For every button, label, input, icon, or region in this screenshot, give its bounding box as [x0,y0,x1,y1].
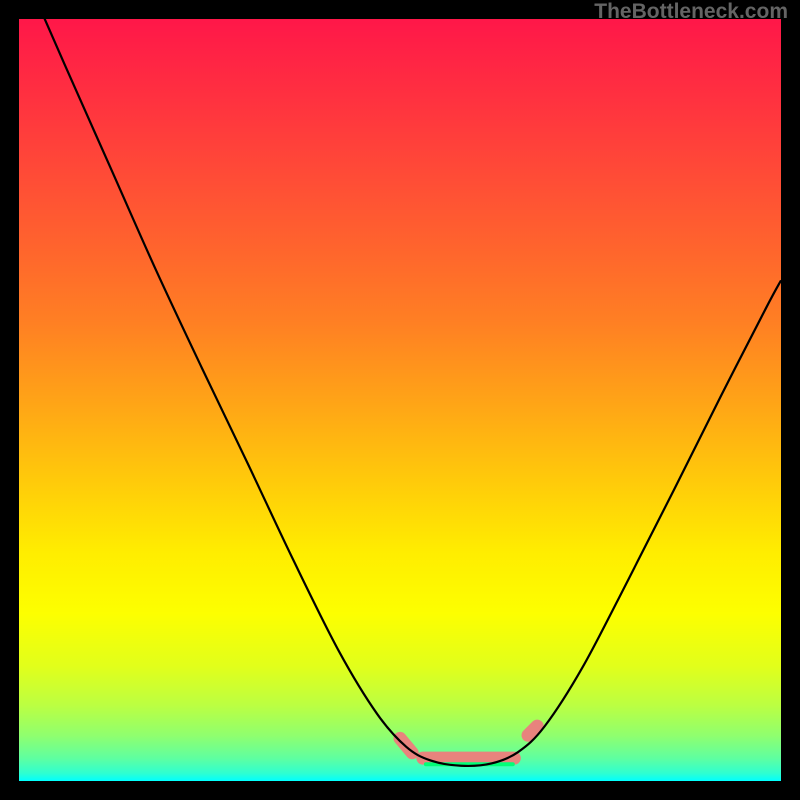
plot-area [19,19,781,781]
bottleneck-curve [38,19,781,766]
curve-layer [19,19,781,781]
watermark-text: TheBottleneck.com [594,0,788,24]
chart-container: TheBottleneck.com [0,0,800,800]
